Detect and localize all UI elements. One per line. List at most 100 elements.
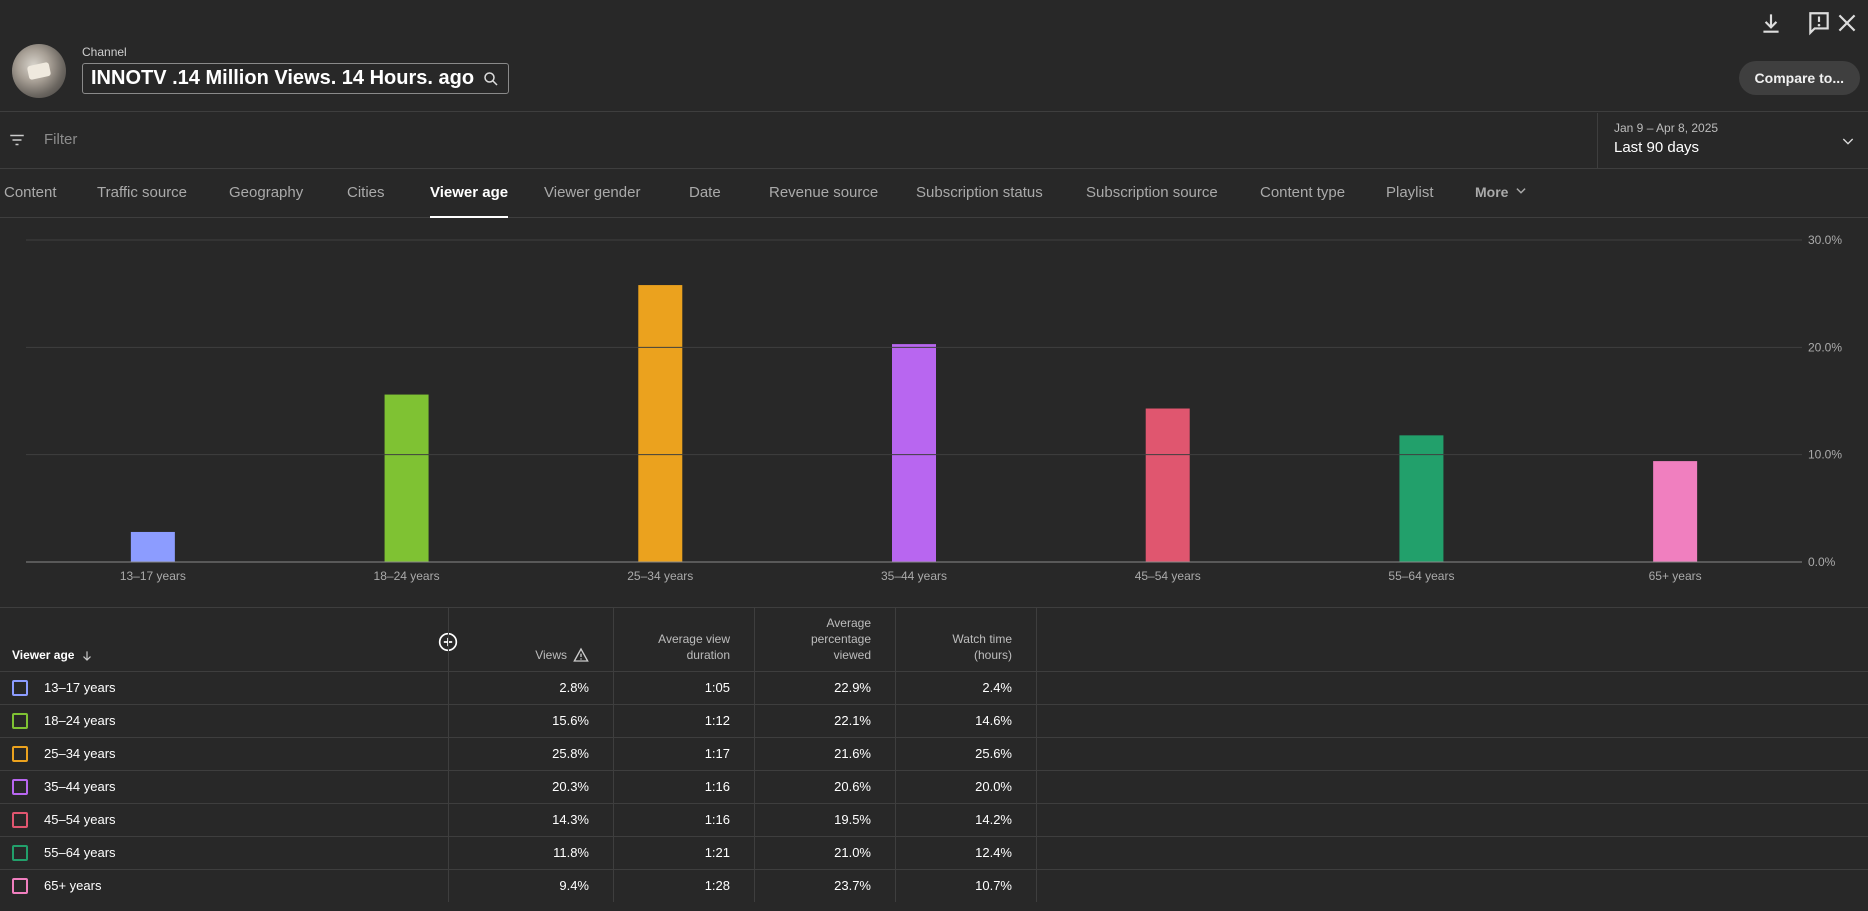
table-row[interactable]: 65+ years 9.4% 1:28 23.7% 10.7% <box>0 869 1868 902</box>
table-row[interactable]: 25–34 years 25.8% 1:17 21.6% 25.6% <box>0 737 1868 770</box>
column-divider <box>895 608 896 902</box>
series-toggle-checkbox[interactable] <box>12 680 28 696</box>
tab-viewer-age[interactable]: Viewer age <box>430 184 509 218</box>
sort-down-icon <box>83 651 92 661</box>
compare-button[interactable]: Compare to... <box>1738 61 1860 95</box>
column-header-label: (hours) <box>973 648 1012 662</box>
column-divider <box>448 608 449 902</box>
chevron-down-icon <box>1516 188 1527 194</box>
bar-25-34-years[interactable] <box>638 285 683 562</box>
cell-views: 14.3% <box>552 812 589 827</box>
bar-13-17-years[interactable] <box>130 531 175 562</box>
column-header-label: Watch time <box>952 632 1012 646</box>
tab-viewer-gender[interactable]: Viewer gender <box>544 184 641 201</box>
table-row[interactable]: 18–24 years 15.6% 1:12 22.1% 14.6% <box>0 704 1868 737</box>
dimension-tabs: Content Traffic source Geography Cities … <box>0 170 1868 218</box>
cell-avg-view-duration: 1:28 <box>704 878 730 893</box>
row-label: 18–24 years <box>44 713 116 728</box>
tab-traffic-source[interactable]: Traffic source <box>97 184 188 201</box>
channel-selector[interactable]: INNOTV .14 Million Views. 14 Hours. ago <box>82 63 510 94</box>
series-toggle-checkbox[interactable] <box>12 713 28 729</box>
date-range-text: Jan 9 – Apr 8, 2025 <box>1614 121 1719 135</box>
table-row[interactable]: 45–54 years 14.3% 1:16 19.5% 14.2% <box>0 803 1868 836</box>
tab-geography[interactable]: Geography <box>229 184 304 201</box>
x-tick-label: 18–24 years <box>374 569 440 583</box>
header: Channel INNOTV .14 Million Views. 14 Hou… <box>0 0 1868 112</box>
warning-icon[interactable] <box>573 647 589 663</box>
cell-avg-percentage-viewed: 22.1% <box>834 713 871 728</box>
table-row[interactable]: 35–44 years 20.3% 1:16 20.6% 20.0% <box>0 770 1868 803</box>
cell-avg-view-duration: 1:17 <box>704 746 730 761</box>
column-header-label: Average view <box>658 632 730 646</box>
tab-subscription-source[interactable]: Subscription source <box>1086 184 1218 201</box>
cell-views: 2.8% <box>559 680 589 695</box>
bar-45-54-years[interactable] <box>1145 408 1190 562</box>
channel-label: Channel <box>82 45 127 59</box>
filter-input[interactable]: Filter <box>44 131 78 148</box>
tab-revenue-source[interactable]: Revenue source <box>769 184 879 201</box>
feedback-icon[interactable] <box>1806 10 1832 36</box>
cell-watch-time: 20.0% <box>975 779 1012 794</box>
cell-avg-percentage-viewed: 21.0% <box>834 845 871 860</box>
tab-content-type[interactable]: Content type <box>1260 184 1346 201</box>
filter-icon[interactable] <box>8 131 26 149</box>
bar-65-years[interactable] <box>1653 461 1698 562</box>
cell-views: 15.6% <box>552 713 589 728</box>
cell-watch-time: 25.6% <box>975 746 1012 761</box>
tab-subscription-status[interactable]: Subscription status <box>916 184 1043 201</box>
bar-18-24-years[interactable] <box>384 394 429 562</box>
column-header-label: Views <box>535 648 567 662</box>
column-divider <box>1036 608 1037 902</box>
tab-date[interactable]: Date <box>689 184 721 201</box>
y-tick-label: 0.0% <box>1808 555 1836 569</box>
cell-watch-time: 12.4% <box>975 845 1012 860</box>
cell-views: 25.8% <box>552 746 589 761</box>
search-icon[interactable] <box>482 70 500 88</box>
column-header-watch-time[interactable]: Watch time (hours) <box>896 608 1012 671</box>
table-row[interactable]: 13–17 years 2.8% 1:05 22.9% 2.4% <box>0 671 1868 704</box>
cell-avg-view-duration: 1:12 <box>704 713 730 728</box>
y-tick-label: 10.0% <box>1808 448 1842 462</box>
cell-avg-view-duration: 1:16 <box>704 812 730 827</box>
series-toggle-checkbox[interactable] <box>12 746 28 762</box>
cell-avg-percentage-viewed: 22.9% <box>834 680 871 695</box>
cell-avg-view-duration: 1:16 <box>704 779 730 794</box>
column-header-viewer-age[interactable]: Viewer age <box>0 608 448 671</box>
column-header-avg-view-duration[interactable]: Average view duration <box>614 608 730 671</box>
close-icon[interactable] <box>1834 10 1860 36</box>
cell-avg-percentage-viewed: 23.7% <box>834 878 871 893</box>
column-divider <box>613 608 614 902</box>
date-range-selector[interactable]: Jan 9 – Apr 8, 2025 Last 90 days <box>1597 113 1868 169</box>
tab-more-label: More <box>1475 184 1509 200</box>
channel-avatar[interactable] <box>12 44 66 98</box>
download-icon[interactable] <box>1758 10 1784 36</box>
x-tick-label: 35–44 years <box>881 569 947 583</box>
column-header-avg-percentage-viewed[interactable]: Average percentage viewed <box>755 608 871 671</box>
column-header-label: Average <box>826 616 871 630</box>
cell-watch-time: 2.4% <box>982 680 1012 695</box>
series-toggle-checkbox[interactable] <box>12 845 28 861</box>
tab-more[interactable]: More <box>1475 184 1528 218</box>
x-tick-label: 65+ years <box>1649 569 1702 583</box>
row-label: 13–17 years <box>44 680 116 695</box>
tab-playlist[interactable]: Playlist <box>1386 184 1434 201</box>
series-toggle-checkbox[interactable] <box>12 878 28 894</box>
series-toggle-checkbox[interactable] <box>12 812 28 828</box>
x-tick-label: 13–17 years <box>120 569 186 583</box>
table-row[interactable]: 55–64 years 11.8% 1:21 21.0% 12.4% <box>0 836 1868 869</box>
tab-cities[interactable]: Cities <box>347 184 385 201</box>
tab-content[interactable]: Content <box>4 184 57 201</box>
column-divider <box>754 608 755 902</box>
column-header-label: duration <box>686 648 730 662</box>
cell-avg-view-duration: 1:05 <box>704 680 730 695</box>
bar-35-44-years[interactable] <box>892 344 936 562</box>
cell-views: 9.4% <box>559 878 589 893</box>
series-toggle-checkbox[interactable] <box>12 779 28 795</box>
bar-chart: 13–17 years 18–24 years 25–34 years 35–44 y… <box>26 233 1842 583</box>
column-header-views[interactable]: Views <box>449 608 589 671</box>
date-range-label: Last 90 days <box>1614 139 1700 156</box>
x-tick-label: 55–64 years <box>1388 569 1454 583</box>
bar-55-64-years[interactable] <box>1399 435 1444 562</box>
filter-bar: Filter Jan 9 – Apr 8, 2025 Last 90 days <box>0 113 1868 169</box>
cell-watch-time: 10.7% <box>975 878 1012 893</box>
